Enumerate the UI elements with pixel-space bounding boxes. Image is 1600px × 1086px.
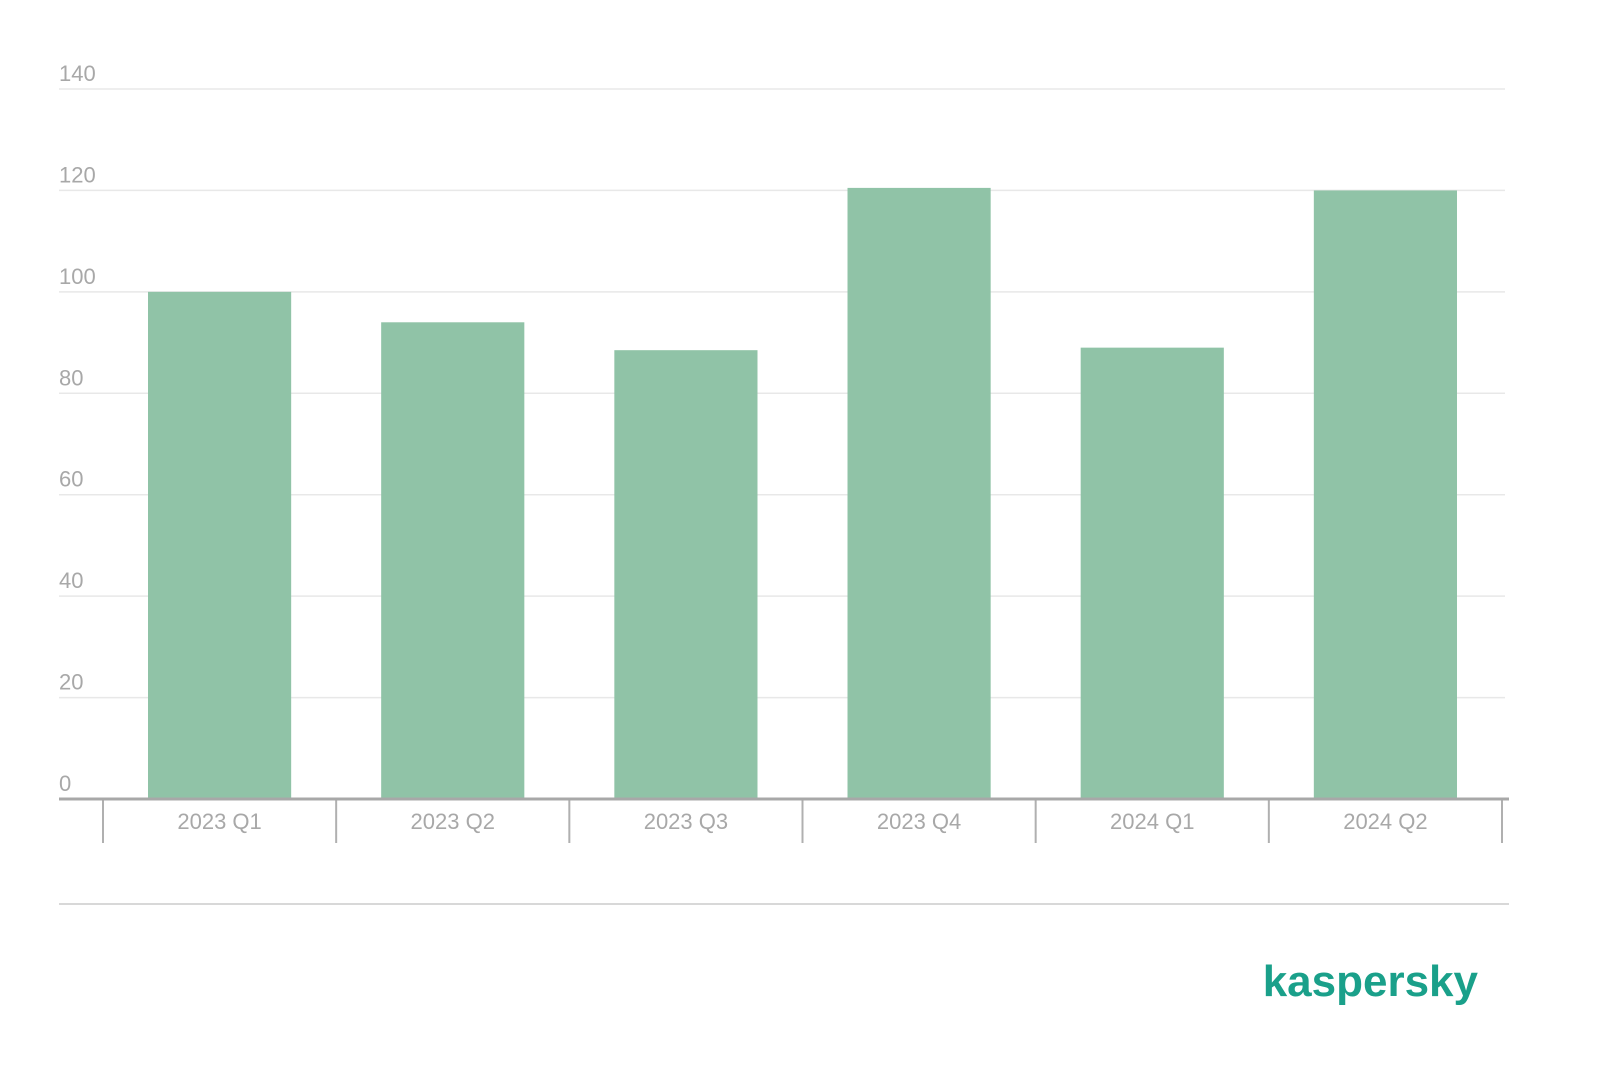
x-tick-label: 2024 Q2 [1343,809,1427,834]
x-tick-label: 2023 Q2 [411,809,495,834]
bar [1080,347,1224,799]
bar [1313,190,1457,799]
logo: kaspersky [1263,957,1479,1006]
y-tick-label: 0 [59,771,71,796]
y-tick-label: 100 [59,264,96,289]
x-tick-label: 2023 Q4 [877,809,961,834]
y-tick-label: 60 [59,467,83,492]
x-tick-label: 2023 Q3 [644,809,728,834]
bar [614,350,758,799]
x-tick-label: 2023 Q1 [177,809,261,834]
bar [847,187,991,800]
x-tick-label: 2024 Q1 [1110,809,1194,834]
y-tick-label: 80 [59,365,83,390]
bar [381,322,525,799]
y-tick-label: 120 [59,162,96,187]
y-tick-label: 140 [59,61,96,86]
y-tick-label: 20 [59,670,83,695]
y-tick-label: 40 [59,568,83,593]
bar [148,291,292,799]
